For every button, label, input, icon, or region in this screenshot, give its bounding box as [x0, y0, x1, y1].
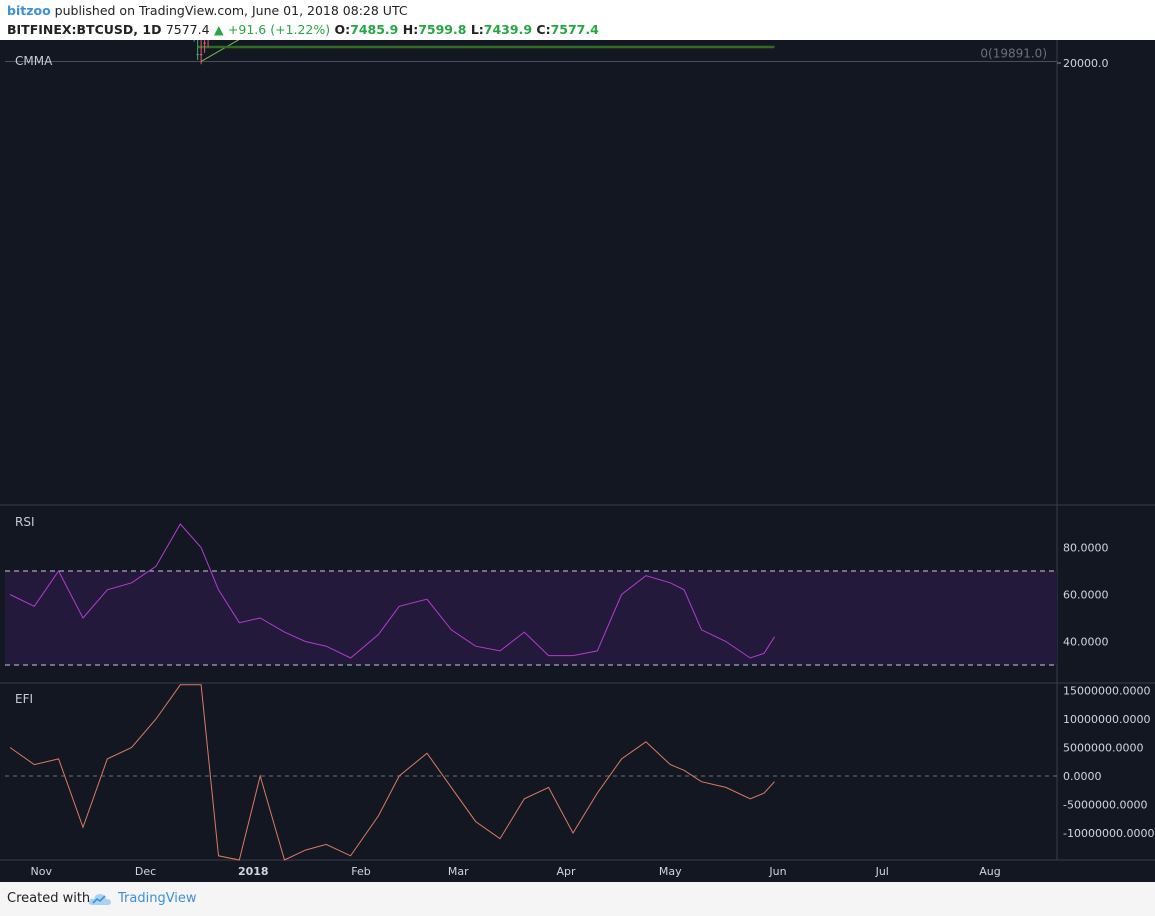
x-tick-label: 2018: [238, 865, 269, 878]
low-label: L:: [470, 22, 484, 37]
chart-area[interactable]: 0(19891.0)0.236(15235.0)0.382(12354.6)0.…: [0, 0, 1155, 882]
x-tick-label: Nov: [31, 865, 53, 878]
rsi-band: [5, 571, 1057, 665]
candle-body: [199, 54, 203, 56]
candles-layer: [175, 0, 268, 65]
efi-layer: [9, 684, 775, 861]
x-tick-label: Jun: [768, 865, 786, 878]
rsi-layer: [9, 523, 775, 659]
pane-separators: [0, 40, 1155, 861]
chart-svg[interactable]: 0(19891.0)0.236(15235.0)0.382(12354.6)0.…: [0, 0, 1155, 882]
efi-tick-label: 0.0000: [1063, 770, 1102, 783]
trendline-layer: [200, 0, 309, 62]
high-label: H:: [402, 22, 419, 37]
x-tick-label: Feb: [351, 865, 370, 878]
close-value: 7577.4: [550, 22, 599, 37]
x-tick-label: Apr: [556, 865, 576, 878]
x-tick-label: Mar: [448, 865, 469, 878]
efi-tick-label: 15000000.0000: [1063, 685, 1150, 698]
symbol-label: BITFINEX:BTCUSD, 1D: [7, 22, 162, 37]
pane-label: EFI: [15, 692, 33, 706]
efi-tick-label: 5000000.0000: [1063, 742, 1143, 755]
publish-info: bitzoo published on TradingView.com, Jun…: [7, 3, 408, 18]
efi-tick-label: -10000000.0000: [1063, 827, 1154, 840]
price-tick-label: 20000.0: [1063, 57, 1109, 70]
last-price: 7577.4: [165, 22, 210, 37]
open-label: O:: [334, 22, 351, 37]
tradingview-cloud-icon: [88, 894, 111, 905]
candle-body: [196, 54, 199, 56]
published-text: published on TradingView.com, June 01, 2…: [54, 3, 408, 18]
chart-header: bitzoo published on TradingView.com, Jun…: [0, 0, 1155, 40]
fib-layer: 0(19891.0)0.236(15235.0)0.382(12354.6)0.…: [5, 46, 1057, 62]
low-value: 7439.9: [483, 22, 533, 37]
rsi-tick-label: 40.0000: [1063, 636, 1109, 649]
fib-level-label: 0(19891.0): [980, 46, 1047, 60]
ohlc-line: BITFINEX:BTCUSD, 1D 7577.4 ▲ +91.6 (+1.2…: [7, 22, 599, 37]
open-value: 7485.9: [350, 22, 399, 37]
author-link[interactable]: bitzoo: [7, 3, 51, 18]
close-label: C:: [536, 22, 551, 37]
trendline: [200, 0, 309, 62]
rsi-tick-label: 60.0000: [1063, 589, 1109, 602]
x-tick-label: May: [659, 865, 682, 878]
pane-label: CMMA: [15, 54, 53, 68]
rsi-tick-label: 80.0000: [1063, 542, 1109, 555]
high-value: 7599.8: [418, 22, 467, 37]
tradingview-link[interactable]: TradingView: [118, 891, 197, 906]
rsi-band-layer: [5, 570, 1057, 777]
axis-layer: 20000.018000.016000.014000.012000.010500…: [31, 0, 1154, 878]
efi-line: [9, 684, 775, 861]
price-change: +91.6 (+1.22%): [227, 22, 331, 37]
footer: Created with TradingView: [0, 882, 1155, 916]
efi-tick-label: -5000000.0000: [1063, 799, 1147, 812]
candle-body: [203, 42, 206, 44]
x-tick-label: Aug: [979, 865, 1000, 878]
x-tick-label: Dec: [135, 865, 156, 878]
up-arrow-icon: ▲: [213, 22, 224, 37]
footer-created-text: Created with: [7, 891, 91, 906]
x-tick-label: Jul: [875, 865, 889, 878]
rsi-line: [9, 523, 775, 659]
pane-label: RSI: [15, 515, 35, 529]
efi-tick-label: 10000000.0000: [1063, 713, 1150, 726]
pane-label-layer: CMMA RSI EFI: [15, 54, 53, 706]
